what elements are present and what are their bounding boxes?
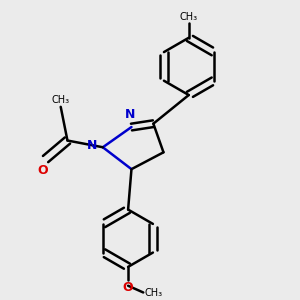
Text: CH₃: CH₃: [52, 95, 70, 105]
Text: N: N: [86, 139, 97, 152]
Text: N: N: [124, 108, 135, 121]
Text: O: O: [123, 281, 134, 294]
Text: CH₃: CH₃: [180, 12, 198, 22]
Text: CH₃: CH₃: [145, 289, 163, 298]
Text: O: O: [38, 164, 48, 177]
